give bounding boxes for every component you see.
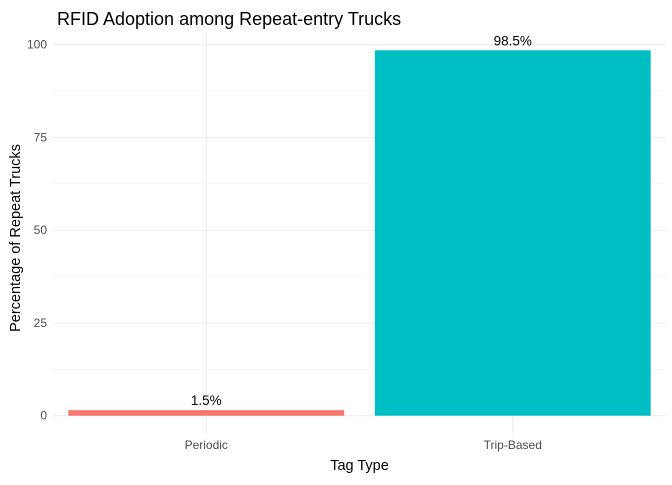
chart-title: RFID Adoption among Repeat-entry Trucks [57,9,401,29]
y-axis-title: Percentage of Repeat Trucks [8,144,24,332]
data-label: 1.5% [191,393,222,408]
y-tick-label: 100 [27,38,47,52]
y-tick-label: 0 [40,409,47,423]
data-label: 98.5% [494,33,532,48]
y-tick-label: 50 [34,223,48,237]
x-axis-ticks: Periodic Trip-Based [185,438,542,452]
x-axis-title: Tag Type [330,458,389,474]
data-labels: 1.5% 98.5% [191,33,532,408]
x-tick-label: Periodic [185,438,228,452]
bar-periodic [68,410,345,416]
y-tick-label: 75 [34,130,48,144]
x-tick-label: Trip-Based [484,438,542,452]
y-axis-ticks: 0 25 50 75 100 [27,38,47,423]
bars [68,50,651,416]
y-tick-label: 25 [34,316,48,330]
bar-trip-based [374,50,651,416]
